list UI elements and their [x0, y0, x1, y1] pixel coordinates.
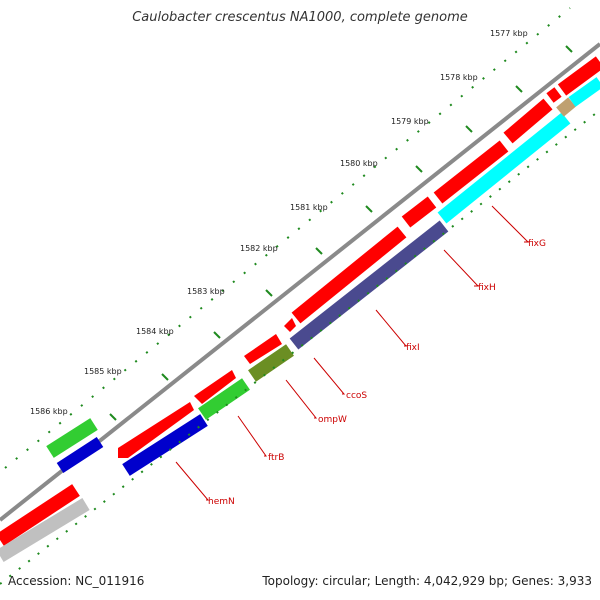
kbp-tick-mark [415, 165, 423, 173]
forward-cds [401, 196, 437, 228]
kbp-tick-mark [365, 205, 373, 213]
kbp-label: 1582 kbp [240, 244, 278, 253]
gene-label-ftrB: ftrB [268, 453, 284, 463]
kbp-label: 1581 kbp [290, 203, 328, 212]
kbp-label: 1586 kbp [30, 407, 68, 416]
gene-label-ccoS: ccoS [346, 391, 367, 401]
kbp-label: 1585 kbp [84, 367, 122, 376]
gene-hemN [122, 414, 208, 476]
kbp-label: 1580 kbp [340, 159, 378, 168]
forward-cds [118, 402, 194, 458]
kbp-label: 1584 kbp [136, 327, 174, 336]
gene-ompW [248, 344, 294, 382]
map-title: Caulobacter crescentus NA1000, complete … [132, 10, 468, 25]
kbp-tick-mark [565, 45, 573, 53]
feature-track [0, 77, 600, 562]
gene-ftrB [198, 378, 250, 420]
gene-label-fixI: fixI [406, 343, 420, 353]
outer-tick-track [4, 7, 571, 469]
forward-cds [284, 318, 296, 332]
gene-blue-left [56, 436, 104, 474]
forward-cds [557, 56, 600, 96]
kbp-tick-mark [265, 289, 273, 297]
gene-gray [0, 498, 90, 562]
gene-fixI [289, 220, 449, 350]
genome-summary: Topology: circular; Length: 4,042,929 bp… [262, 574, 592, 588]
kbp-label: 1578 kbp [440, 73, 478, 82]
gene-label-hemN: hemN [208, 497, 235, 507]
kbp-label: 1579 kbp [391, 117, 429, 126]
gene-fixG-tail [568, 77, 600, 107]
forward-cds [0, 484, 80, 546]
kbp-tick-mark [465, 125, 473, 133]
forward-cds [194, 370, 236, 404]
forward-cds [503, 98, 553, 144]
inner-tick-track [0, 109, 600, 585]
forward-cds [546, 87, 562, 103]
gene-fixG [437, 112, 571, 224]
forward-cds [433, 140, 509, 204]
kbp-label: 1583 kbp [187, 287, 225, 296]
forward-cds [291, 226, 407, 324]
kbp-tick-mark [161, 373, 169, 381]
kbp-ticks: 1577 kbp 1578 kbp 1579 kbp 1580 kbp 1581… [30, 29, 573, 421]
kbp-tick-mark [109, 413, 117, 421]
gene-fixH [556, 97, 576, 117]
kbp-tick-mark [515, 85, 523, 93]
forward-cds [244, 334, 282, 364]
kbp-tick-mark [213, 331, 221, 339]
kbp-label: 1577 kbp [490, 29, 528, 38]
genome-backbone [0, 42, 600, 522]
accession-label: Accession: NC_011916 [8, 574, 145, 588]
gene-label-fixH: fixH [478, 283, 496, 293]
gene-labels: fixG fixH fixI ccoS ompW ftrB hemN [208, 239, 546, 507]
gene-label-ompW: ompW [318, 415, 347, 425]
gene-green-left [46, 418, 98, 458]
kbp-tick-mark [315, 247, 323, 255]
gene-label-fixG: fixG [528, 239, 546, 249]
forward-strand-track [0, 56, 600, 546]
gene-label-leaders [175, 205, 530, 501]
